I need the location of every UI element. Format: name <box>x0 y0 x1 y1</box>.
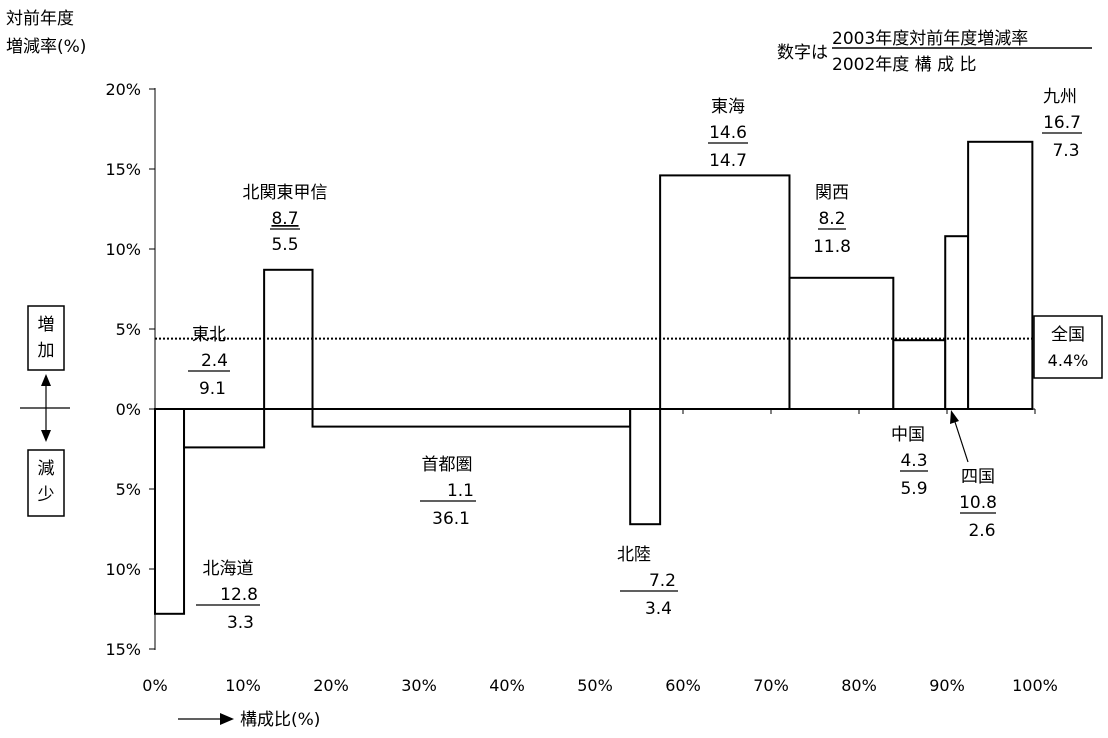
shikoku-pointer-head <box>950 410 959 424</box>
y-tick-label: 20% <box>105 80 141 99</box>
x-axis-label: 構成比(%) <box>240 710 320 730</box>
x-tick-label: 0% <box>142 676 167 695</box>
bar-rate-label: 10.8 <box>959 493 997 513</box>
side-arrow-up-head <box>41 374 51 386</box>
bar-name: 中国 <box>891 425 925 445</box>
legend-note-denominator: 2002年度 構 成 比 <box>832 55 976 75</box>
bar-rate-label: 16.7 <box>1043 113 1081 133</box>
bar-rate-label: 8.7 <box>271 209 298 229</box>
bar-share-label: 3.3 <box>227 613 254 633</box>
bar-name: 東北 <box>192 325 226 345</box>
bar-share-label: 7.3 <box>1052 141 1079 161</box>
bar-rate-label: 8.2 <box>818 209 845 229</box>
bar-中国 <box>892 339 947 411</box>
bar-rate-label: 2.4 <box>201 351 228 371</box>
y-tick-label: 5% <box>116 480 141 499</box>
x-tick-label: 50% <box>577 676 613 695</box>
bar-name: 九州 <box>1043 87 1077 107</box>
x-tick-label: 40% <box>489 676 525 695</box>
y-tick-label: 15% <box>105 160 141 179</box>
bar-share-label: 5.9 <box>900 479 927 499</box>
x-tick-label: 90% <box>929 676 965 695</box>
y-ticks: 20% 15% 10% 5% 0% 5% 10% 15% <box>105 80 155 659</box>
bar-label-kitakanto: 北関東甲信 8.7 5.5 <box>243 183 328 255</box>
bar-share-label: 2.6 <box>968 521 995 541</box>
bar-北海道 <box>154 408 186 615</box>
side-arrow-down-head <box>41 430 51 442</box>
bar-東北 <box>183 408 266 449</box>
x-tick-label: 60% <box>665 676 701 695</box>
legend-note-numerator: 2003年度対前年度増減率 <box>832 29 1028 49</box>
bar-四国 <box>944 235 970 410</box>
bar-share-label: 9.1 <box>199 379 226 399</box>
bar-rate-label: 7.2 <box>649 571 676 591</box>
national-box <box>1033 315 1103 379</box>
x-tick-label: 70% <box>753 676 789 695</box>
x-ticks: 0% 10% 20% 30% 40% 50% 60% 70% 80% 90% 100% <box>142 409 1058 695</box>
x-axis-label-arrow-head <box>220 713 234 725</box>
legend-note-prefix: 数字は <box>777 43 828 63</box>
bar-北陸 <box>629 408 662 526</box>
bar-name: 首都圏 <box>422 455 473 475</box>
x-tick-label: 10% <box>225 676 261 695</box>
increase-label-1: 増 <box>38 315 55 335</box>
bar-share-label: 14.7 <box>709 151 747 171</box>
y-axis-label-line-1: 対前年度 <box>6 9 74 29</box>
bar-九州 <box>967 140 1034 411</box>
bar-name: 北関東甲信 <box>243 183 328 203</box>
y-tick-label: 5% <box>116 320 141 339</box>
x-tick-label: 20% <box>313 676 349 695</box>
decrease-box <box>27 449 65 517</box>
bar-label-kyushu: 九州 16.7 7.3 <box>1042 87 1082 161</box>
national-value: 4.4% <box>1048 351 1089 370</box>
bar-name: 北陸 <box>617 545 651 565</box>
x-tick-label: 80% <box>841 676 877 695</box>
bar-label-shikoku: 四国 10.8 2.6 <box>950 410 997 541</box>
y-tick-label: 10% <box>105 560 141 579</box>
decrease-label-2: 少 <box>38 485 55 505</box>
y-tick-label: 15% <box>105 640 141 659</box>
national-name: 全国 <box>1051 325 1085 345</box>
decrease-label-1: 減 <box>38 459 55 479</box>
bar-rate-label: 4.3 <box>900 451 927 471</box>
increase-box <box>27 305 65 371</box>
bar-name: 北海道 <box>203 559 254 579</box>
bar-東海 <box>659 174 791 410</box>
bar-label-hokkaido: 北海道 12.8 3.3 <box>196 559 260 633</box>
y-tick-label: 10% <box>105 240 141 259</box>
bar-name: 四国 <box>961 467 995 487</box>
bar-label-tohoku: 東北 2.4 9.1 <box>188 325 230 399</box>
y-tick-label: 0% <box>116 400 141 419</box>
bar-name: 東海 <box>711 97 745 117</box>
bar-label-shutoken: 首都圏 1.1 36.1 <box>420 455 476 529</box>
bar-関西 <box>788 276 895 410</box>
x-tick-label: 100% <box>1012 676 1058 695</box>
bar-首都圏 <box>311 408 632 428</box>
bar-label-tokai: 東海 14.6 14.7 <box>708 97 748 171</box>
bar-rate-label: 14.6 <box>709 123 747 143</box>
bar-label-chugoku: 中国 4.3 5.9 <box>891 425 928 499</box>
bar-label-hokuriku: 北陸 7.2 3.4 <box>617 545 678 619</box>
bar-share-label: 3.4 <box>645 599 672 619</box>
bar-rate-label: 12.8 <box>220 585 258 605</box>
bar-share-label: 36.1 <box>432 509 470 529</box>
bar-label-kansai: 関西 8.2 11.8 <box>813 183 851 257</box>
bar-share-label: 5.5 <box>271 235 298 255</box>
bar-share-label: 11.8 <box>813 237 851 257</box>
increase-label-2: 加 <box>38 341 55 361</box>
x-tick-label: 30% <box>401 676 437 695</box>
shikoku-pointer-line <box>954 421 969 463</box>
bar-name: 関西 <box>815 183 849 203</box>
bar-rate-label: 1.1 <box>447 481 474 501</box>
y-axis-label-line-2: 増減率(%) <box>6 37 86 57</box>
